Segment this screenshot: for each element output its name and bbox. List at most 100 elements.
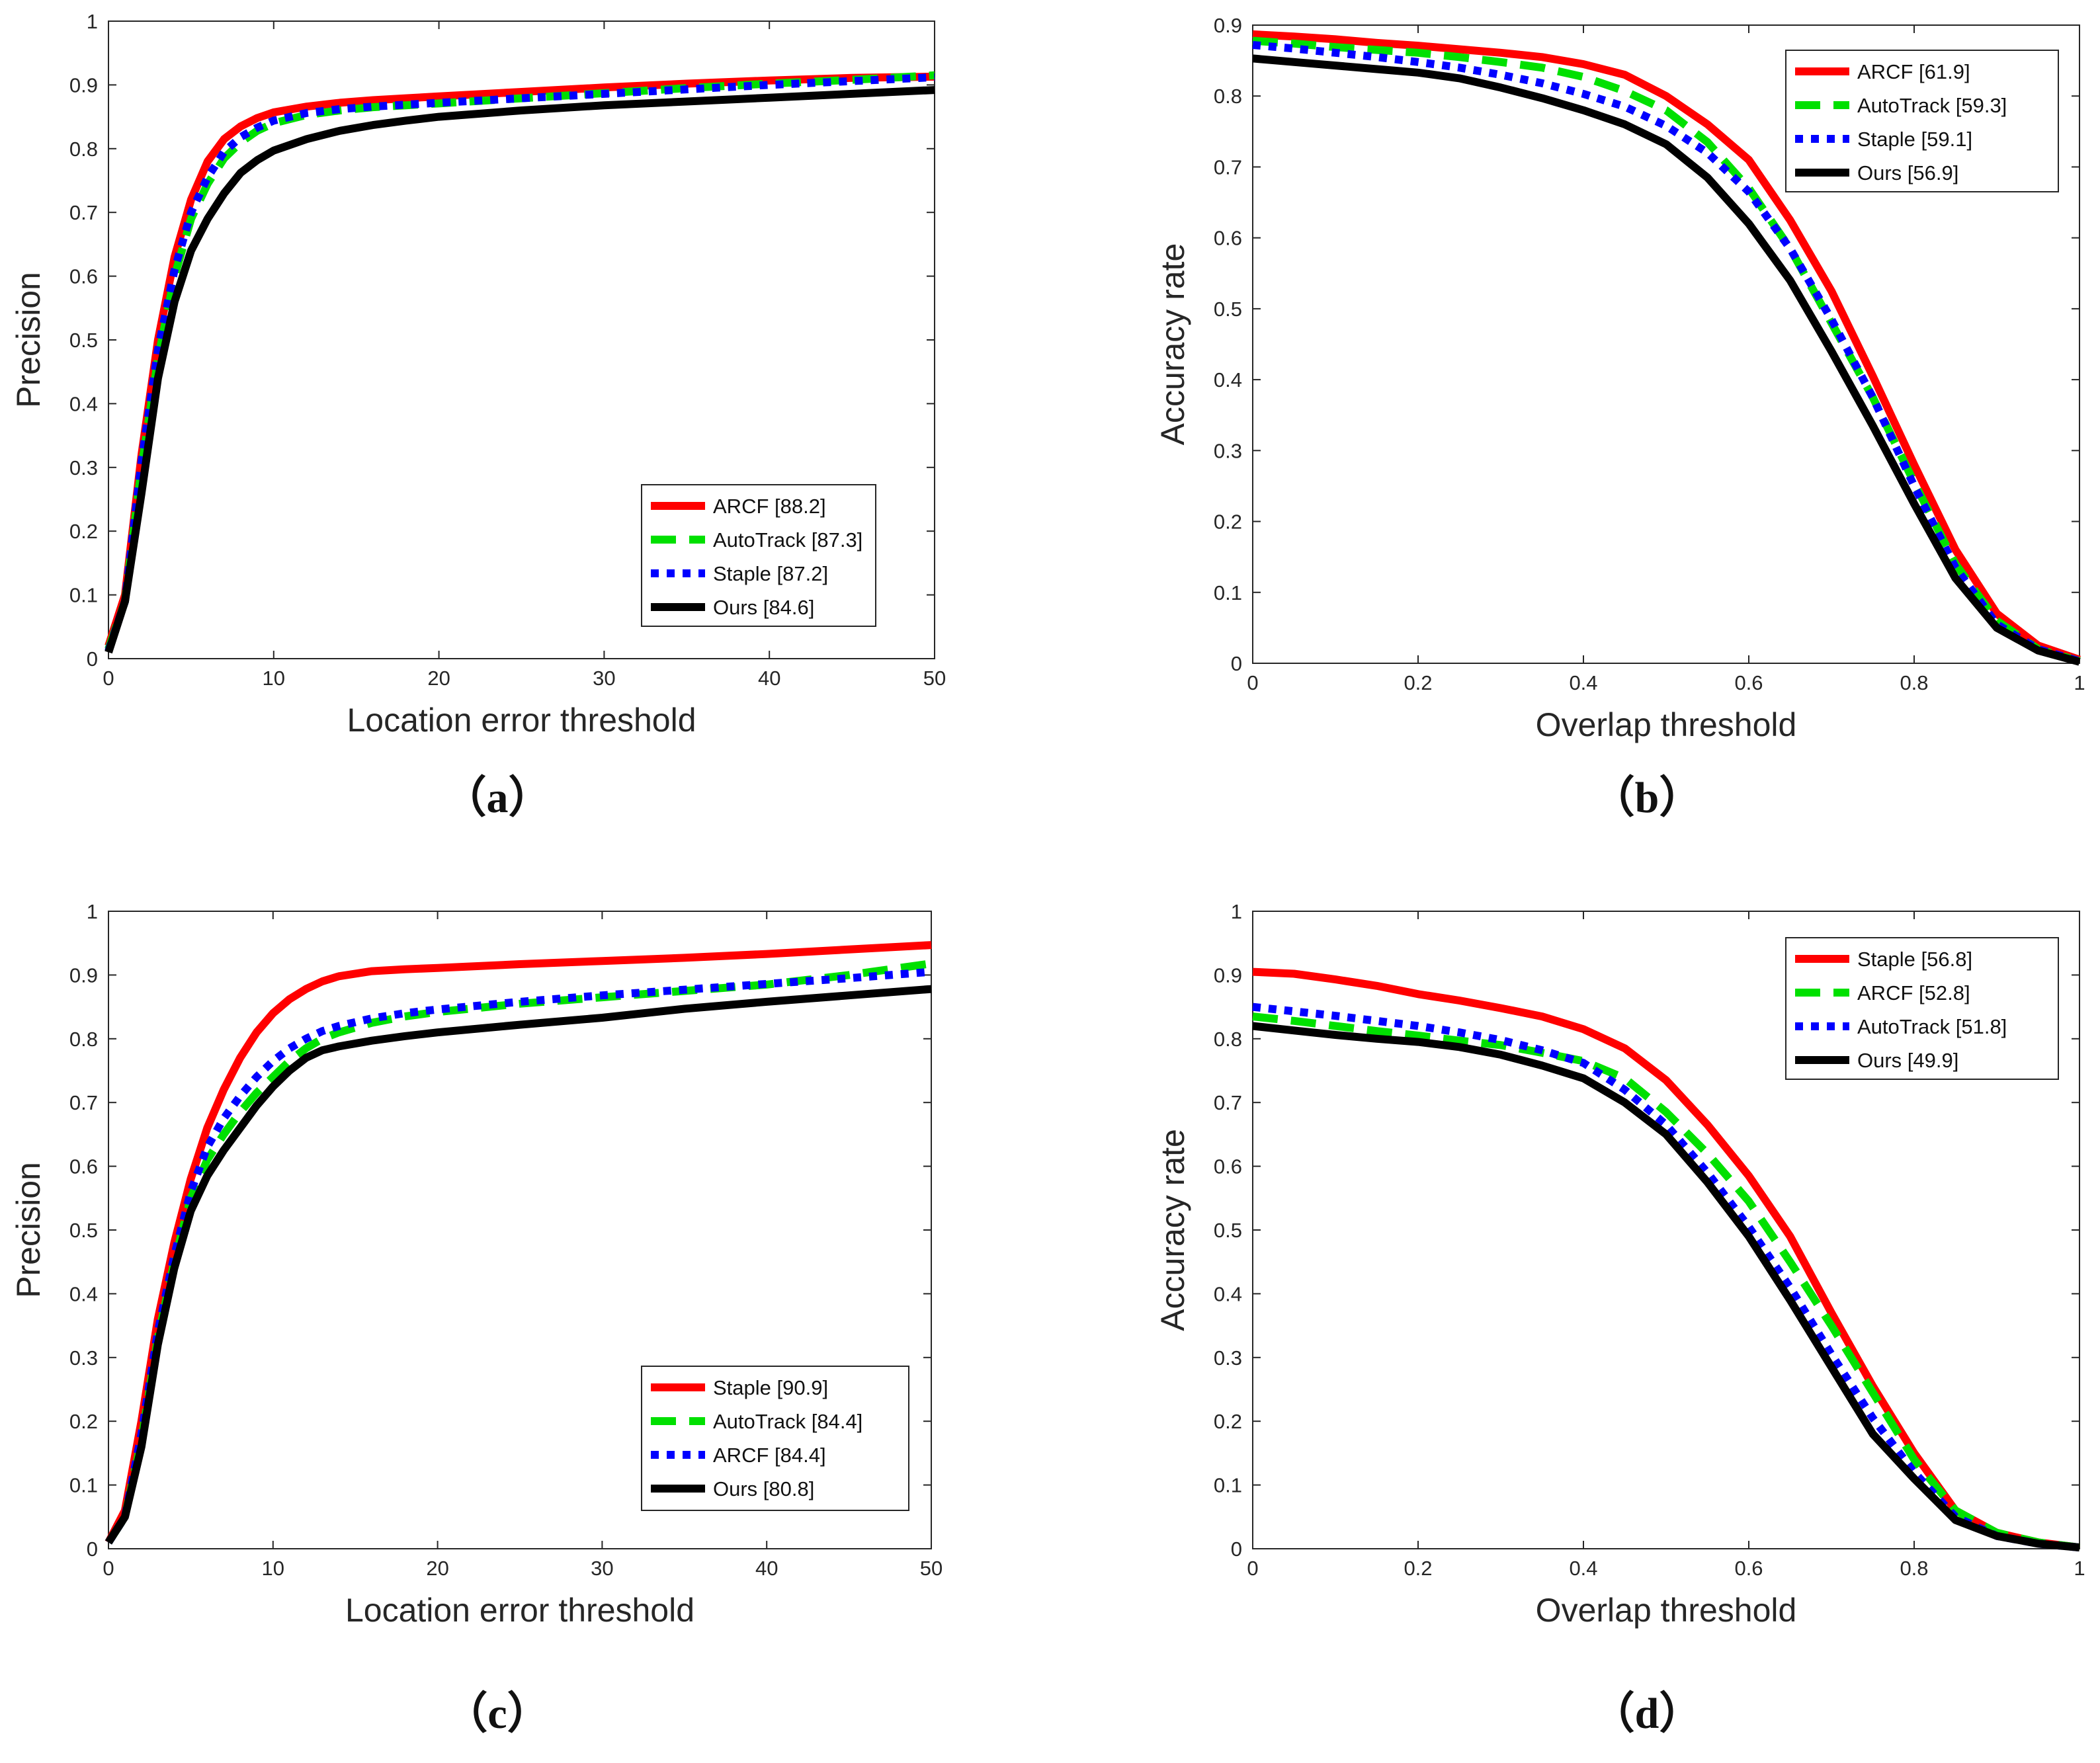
x-tick-label: 40: [755, 1557, 778, 1580]
y-tick-label: 0.2: [1214, 1410, 1242, 1433]
x-axis-label: Overlap threshold: [1536, 706, 1797, 743]
y-tick-label: 0.8: [69, 138, 98, 161]
y-tick-label: 0.6: [1214, 227, 1242, 250]
legend-label: Ours [80.8]: [713, 1477, 814, 1500]
y-tick-label: 0.4: [69, 392, 98, 415]
chart-panel-4: 0 0.2 0.4 0.6 0.8 1 0 0.1 0.2 0.3 0.4 0.5 0.6 0.7 0.8 0…: [1154, 900, 2085, 1738]
legend-label: Staple [87.2]: [713, 562, 828, 585]
y-tick-label: 0.1: [69, 584, 98, 607]
x-tick-label: 30: [591, 1557, 613, 1580]
y-tick-label: 0: [87, 647, 98, 671]
y-tick-label: 0.4: [1214, 1282, 1242, 1305]
y-tick-label: 0.3: [69, 456, 98, 479]
series-line-4: [1252, 54, 2081, 666]
y-tick-label: 0: [1231, 652, 1242, 675]
x-tick-label: 20: [426, 1557, 448, 1580]
y-tick-label: 0.5: [1214, 1219, 1242, 1242]
x-tick-label: 0.2: [1404, 1557, 1432, 1580]
panel-caption: （b）: [1591, 773, 1703, 822]
y-tick-label: 0.2: [1214, 511, 1242, 534]
y-tick-label: 0.7: [1214, 1091, 1242, 1114]
y-tick-label: 0.3: [1214, 1346, 1242, 1370]
x-tick-label: 20: [427, 667, 450, 690]
y-tick-label: 0.6: [69, 265, 98, 288]
x-tick-label: 1: [2074, 1557, 2085, 1580]
y-tick-label: 0.2: [69, 520, 98, 543]
series-line-4: [105, 86, 935, 654]
x-tick-label: 50: [923, 667, 946, 690]
y-tick-label: 0: [1231, 1538, 1242, 1561]
series-line-4: [1252, 1022, 2080, 1552]
x-tick-label: 0.8: [1900, 1557, 1928, 1580]
y-tick-label: 0.7: [69, 201, 98, 224]
series-line-4: [105, 985, 932, 1545]
x-tick-label: 0: [1247, 671, 1258, 694]
x-tick-label: 30: [593, 667, 615, 690]
x-tick-label: 50: [920, 1557, 943, 1580]
legend-label: Staple [56.8]: [1857, 948, 1972, 971]
x-tick-label: 0.6: [1734, 1557, 1763, 1580]
y-tick-label: 0.9: [1214, 964, 1242, 987]
x-tick-label: 10: [263, 667, 285, 690]
legend-label: AutoTrack [59.3]: [1857, 94, 2007, 117]
x-axis-label: Overlap threshold: [1536, 1592, 1797, 1629]
legend-box: [641, 484, 876, 627]
y-axis-label: Accuracy rate: [1154, 1129, 1191, 1331]
y-tick-label: 0.5: [69, 329, 98, 352]
y-tick-label: 0.1: [1214, 1474, 1242, 1497]
y-tick-label: 0.3: [69, 1346, 98, 1370]
legend-label: AutoTrack [51.8]: [1857, 1015, 2007, 1038]
legend-label: Ours [56.9]: [1857, 161, 1958, 184]
legend-label: AutoTrack [87.3]: [713, 528, 862, 552]
y-axis-label: Accuracy rate: [1154, 243, 1191, 446]
panel-caption: （d）: [1591, 1689, 1703, 1738]
y-tick-label: 0.4: [1214, 368, 1242, 391]
x-tick-label: 0.4: [1569, 671, 1597, 694]
legend-label: AutoTrack [84.4]: [713, 1410, 862, 1433]
legend-label: ARCF [52.8]: [1857, 981, 1970, 1004]
legend-label: ARCF [61.9]: [1857, 60, 1970, 83]
chart-panel-2: 0 0.2 0.4 0.6 0.8 1 0 0.1 0.2 0.3 0.4 0.5 0.6 0.7 0.8 0…: [1154, 14, 2085, 822]
y-tick-label: 0.4: [69, 1282, 98, 1305]
x-tick-label: 0: [1247, 1557, 1258, 1580]
legend-label: Staple [90.9]: [713, 1376, 828, 1399]
x-axis-label: Location error threshold: [347, 702, 696, 739]
x-tick-label: 0.6: [1734, 671, 1763, 694]
x-axis-label: Location error threshold: [345, 1592, 694, 1629]
y-tick-label: 0.5: [1214, 298, 1242, 321]
series-line-2: [1252, 1012, 2080, 1552]
x-tick-label: 0: [103, 667, 114, 690]
x-tick-label: 0: [103, 1557, 114, 1580]
chart-panel-3: 0 10 20 30 40 50 0 0.1 0.2 0.3 0.4 0.5 0.6 0.7 0.8 0.9 1…: [10, 900, 943, 1738]
x-tick-label: 0.8: [1900, 671, 1928, 694]
panel-caption: （c）: [444, 1689, 550, 1738]
y-tick-label: 0.7: [69, 1091, 98, 1114]
y-tick-label: 0.7: [1214, 155, 1242, 179]
x-tick-label: 40: [758, 667, 780, 690]
legend-label: ARCF [88.2]: [713, 495, 826, 518]
x-tick-label: 1: [2074, 671, 2085, 694]
y-tick-label: 0.8: [1214, 1028, 1242, 1051]
x-tick-label: 0.4: [1569, 1557, 1597, 1580]
y-tick-label: 0.6: [1214, 1155, 1242, 1178]
legend-label: ARCF [84.4]: [713, 1444, 826, 1467]
y-tick-label: 0.6: [69, 1155, 98, 1178]
y-tick-label: 1: [87, 900, 98, 923]
y-axis-label: Precision: [10, 272, 47, 408]
y-tick-label: 0.1: [1214, 581, 1242, 604]
x-tick-label: 0.2: [1404, 671, 1432, 694]
y-tick-label: 1: [87, 10, 98, 33]
y-tick-label: 0.1: [69, 1474, 98, 1497]
series-line-1: [1252, 30, 2081, 664]
y-tick-label: 0: [87, 1538, 98, 1561]
series-line-1: [105, 941, 932, 1545]
y-tick-label: 0.5: [69, 1219, 98, 1242]
x-tick-label: 10: [262, 1557, 284, 1580]
y-tick-label: 0.8: [1214, 85, 1242, 108]
y-tick-label: 0.9: [69, 964, 98, 987]
series-line-3: [105, 967, 932, 1545]
y-tick-label: 1: [1231, 900, 1242, 923]
y-tick-label: 0.2: [69, 1410, 98, 1433]
panel-caption: （a）: [443, 773, 552, 822]
